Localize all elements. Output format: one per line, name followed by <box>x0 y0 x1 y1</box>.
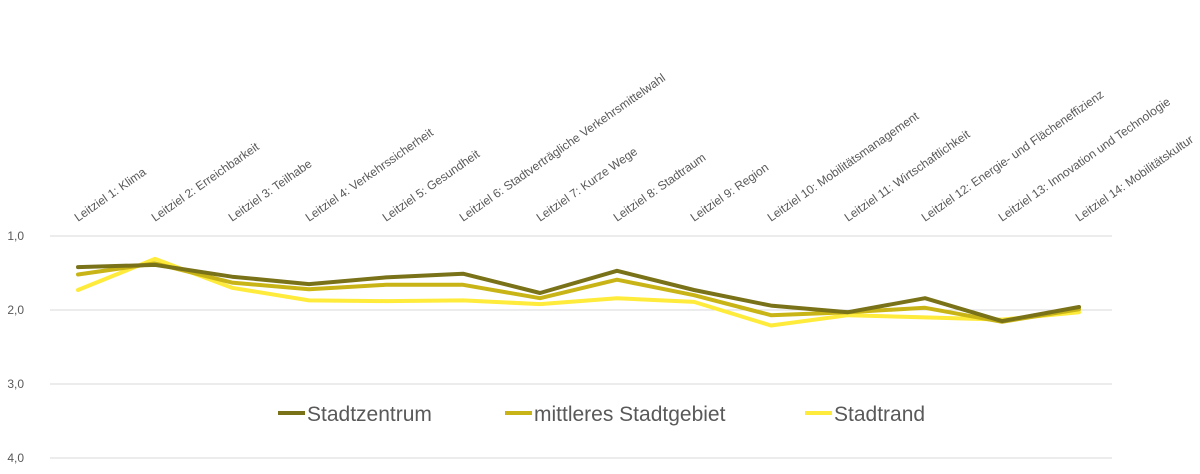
data-point <box>769 313 773 317</box>
data-point <box>307 287 311 291</box>
data-point <box>538 296 542 300</box>
data-point <box>692 293 696 297</box>
y-tick-label: 3,0 <box>7 377 24 391</box>
data-point <box>923 296 927 300</box>
x-axis-category-labels: Leitziel 1: Klima Leitziel 2: Erreichbark… <box>72 71 1196 225</box>
data-point <box>230 281 234 285</box>
data-point <box>384 275 388 279</box>
data-point <box>1077 310 1081 314</box>
series-line <box>76 256 1081 328</box>
data-point <box>615 278 619 282</box>
data-point <box>76 265 80 269</box>
series-lines <box>76 256 1081 328</box>
series-line <box>76 261 1081 324</box>
data-point <box>923 315 927 319</box>
data-point <box>1077 305 1081 309</box>
data-point <box>230 286 234 290</box>
x-category-label: Leitziel 10: Mobilitätsmanagement <box>765 109 922 225</box>
x-category-label: Leitziel 9: Region <box>688 160 771 224</box>
x-category-label: Leitziel 11: Wirtschaftlichkeit <box>842 127 973 225</box>
x-category-label: Leitziel 1: Klima <box>72 165 149 225</box>
data-point <box>307 282 311 286</box>
y-tick-label: 2,0 <box>7 303 24 317</box>
data-point <box>384 283 388 287</box>
data-point <box>769 304 773 308</box>
y-tick-label: 4,0 <box>7 451 24 465</box>
data-point <box>153 263 157 267</box>
data-point <box>76 288 80 292</box>
legend-label: Stadtrand <box>834 403 925 426</box>
data-point <box>615 296 619 300</box>
data-point <box>384 299 388 303</box>
data-point <box>230 275 234 279</box>
data-point <box>692 300 696 304</box>
data-point <box>692 288 696 292</box>
data-point <box>461 283 465 287</box>
legend: Stadtzentrum mittleres Stadtgebiet Stadtra… <box>278 403 925 426</box>
data-point <box>461 272 465 276</box>
data-point <box>538 302 542 306</box>
legend-label: Stadtzentrum <box>307 403 432 426</box>
data-point <box>846 310 850 314</box>
legend-label: mittleres Stadtgebiet <box>534 403 726 426</box>
y-tick-label: 1,0 <box>7 229 24 243</box>
y-axis: 1,0 2,0 3,0 4,0 <box>7 229 24 465</box>
data-point <box>307 298 311 302</box>
data-point <box>923 306 927 310</box>
data-point <box>846 313 850 317</box>
x-category-label: Leitziel 4: Verkehrssicherheit <box>303 125 437 224</box>
data-point <box>1000 319 1004 323</box>
data-point <box>538 291 542 295</box>
data-point <box>76 273 80 276</box>
series-line <box>76 262 1081 324</box>
data-point <box>615 269 619 273</box>
data-point <box>153 257 157 261</box>
data-point <box>769 324 773 327</box>
data-point <box>461 298 465 302</box>
